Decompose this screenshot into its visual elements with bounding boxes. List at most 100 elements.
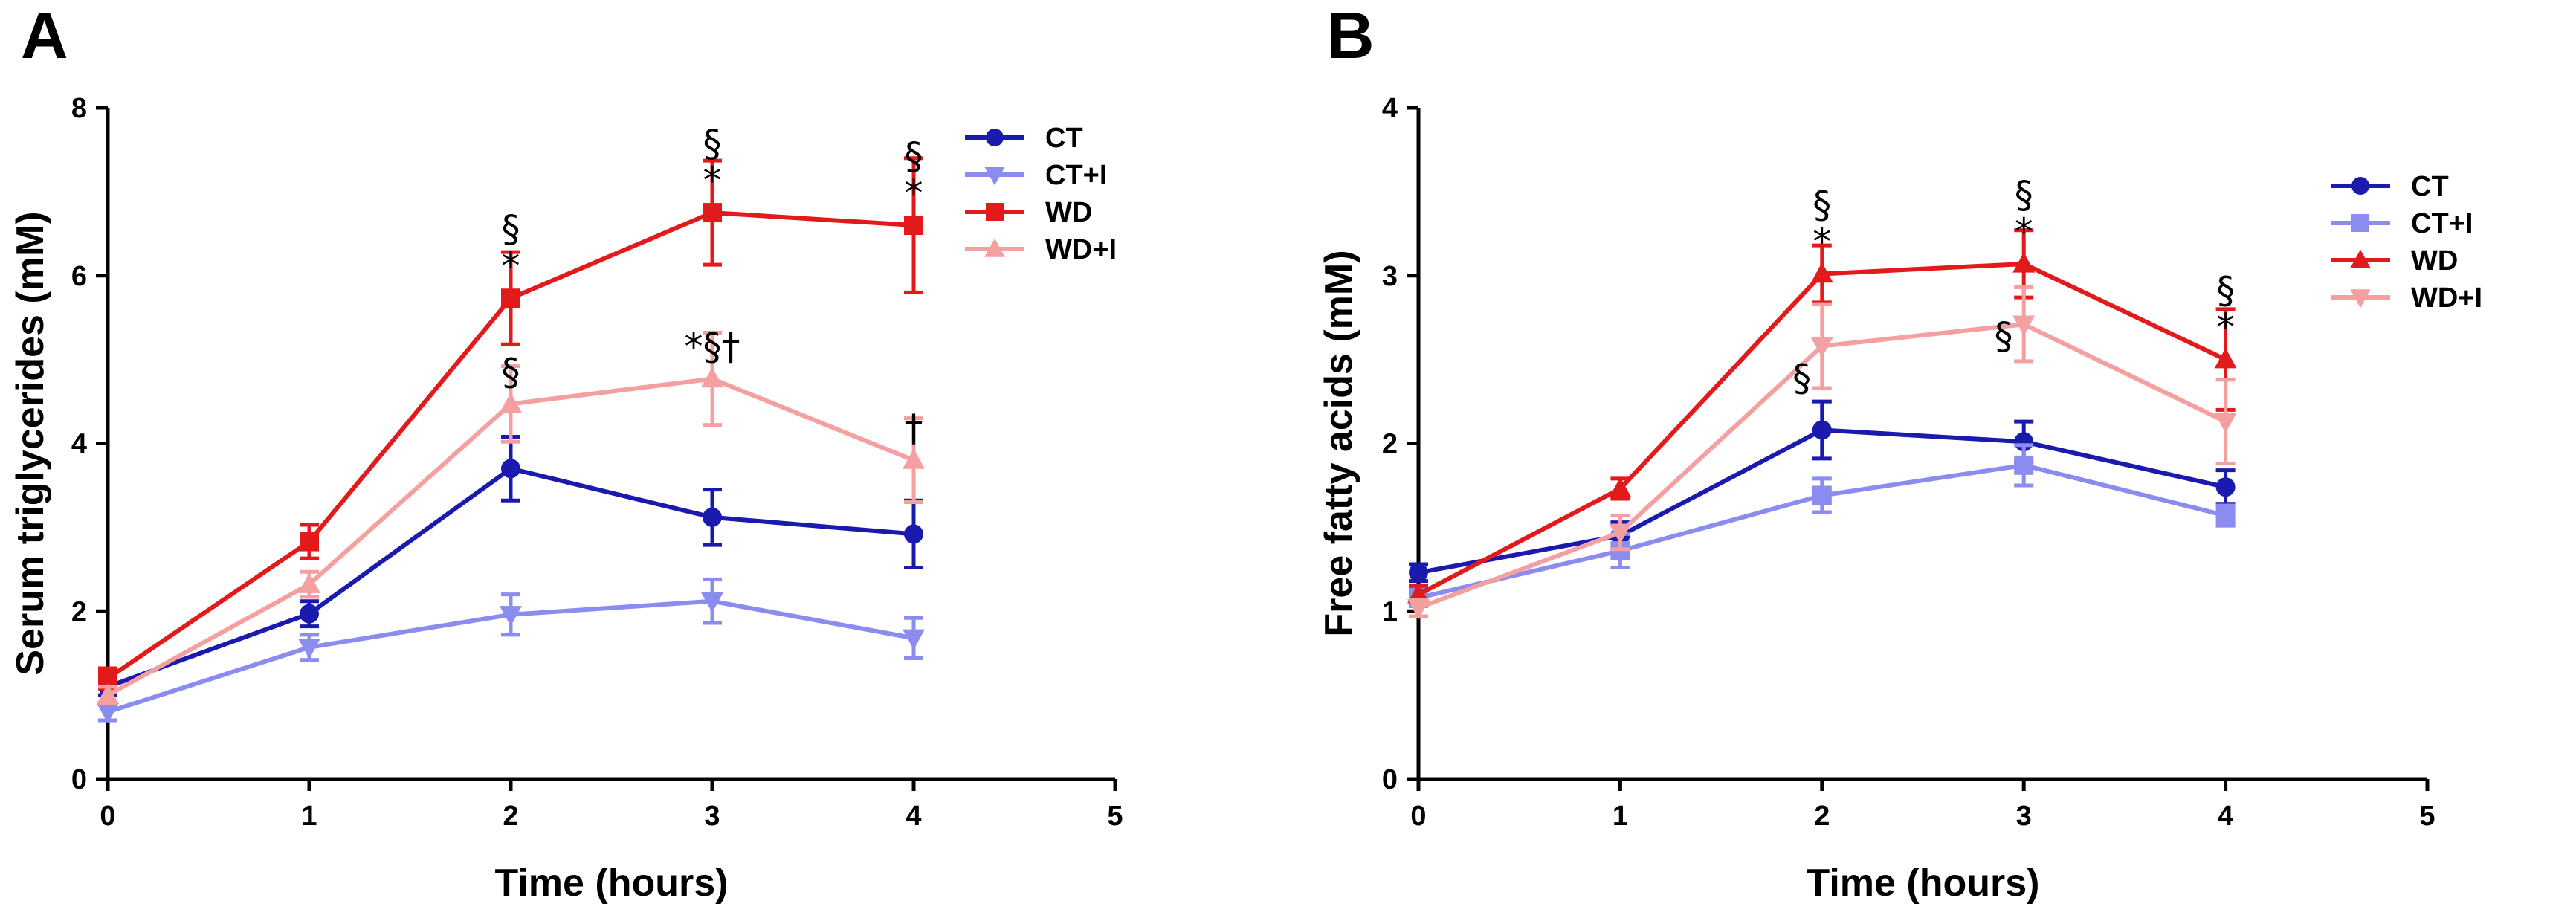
data-point [2012,252,2036,273]
y-tick-label: 2 [71,596,87,627]
significance-annotation: * [502,245,520,288]
x-tick-label: 0 [100,801,115,832]
significance-annotation: *§† [685,326,740,369]
x-axis-title: Time (hours) [495,862,729,905]
data-point [1810,337,1833,358]
series-wd-plus-i [1407,285,2237,620]
y-tick-label: 0 [71,764,87,795]
y-tick-label: 1 [1382,596,1398,627]
legend-marker [2351,214,2369,232]
data-point [703,203,722,223]
legend-marker [2351,177,2369,195]
legend-label: WD+I [1045,234,1117,265]
x-tick-label: 2 [503,801,518,832]
legend-label: WD+I [2411,282,2482,314]
data-point [97,683,119,704]
significance-annotation: * [905,172,923,215]
y-tick-label: 0 [1382,764,1398,795]
data-point [1409,563,1428,583]
y-axis-title: Serum triglycerides (mM) [9,211,52,675]
data-point [300,532,319,552]
legend-marker [2350,249,2371,268]
x-tick-label: 0 [1410,801,1426,832]
y-tick-label: 8 [71,93,87,124]
y-axis-title: Free fatty acids (mM) [1317,250,1360,636]
significance-annotation: * [2216,306,2235,349]
data-point [703,507,722,527]
series-wd [98,156,923,691]
data-point [903,448,925,469]
data-point [701,366,723,388]
significance-annotation: § [703,122,722,165]
data-point [904,524,923,544]
legend: CT CT+I WD WD+I [2331,171,2482,314]
significance-annotation: † [905,407,923,450]
data-point [1609,476,1632,498]
x-tick-label: 4 [906,801,921,832]
chart-panel-a: A 0 2 4 6 8 0 1 2 3 4 5 Time (hours) Serum triglyceri… [9,0,1123,905]
legend-label: CT [1045,123,1083,154]
x-tick-label: 5 [2419,801,2435,832]
y-tick-label: 2 [1382,429,1398,460]
significance-annotation: § [905,135,923,178]
x-tick-label: 3 [2016,801,2032,832]
x-tick-label: 5 [1107,801,1123,832]
data-point [2214,348,2237,369]
legend: CT CT+I WD WD+I [965,123,1117,265]
data-point [1812,485,1832,505]
panel-label-a: A [21,0,68,72]
significance-annotation: § [502,350,520,393]
significance-annotation: § [1812,183,1831,226]
data-point [1810,262,1833,283]
x-tick-label: 1 [1613,801,1628,832]
series-ct-plus-i [1409,443,2236,608]
series-ct [98,434,923,697]
chart-panel-b: B 0 1 2 3 4 0 1 2 3 4 5 Time (hours) Free fatty acids… [1317,0,2482,905]
y-tick-label: 6 [71,261,87,292]
data-point [904,216,923,236]
y-tick-label: 4 [1382,93,1398,124]
legend-marker [984,167,1005,186]
data-point [298,572,320,593]
data-point [298,639,320,659]
significance-annotation: § [2216,269,2235,312]
series-wd-plus-i [97,331,925,705]
significance-annotation: * [703,159,722,202]
data-point [2214,413,2237,433]
x-tick-label: 4 [2218,801,2233,832]
legend-label: WD [1045,197,1092,228]
data-point [501,459,520,479]
legend-label: CT+I [1045,160,1107,191]
x-axis-title: Time (hours) [1807,862,2040,905]
data-point [1609,523,1632,544]
series-ct-plus-i [97,577,925,724]
legend-marker [2350,289,2371,308]
legend-label: WD [2411,245,2458,277]
data-point [2012,315,2036,336]
legend-label: CT [2411,171,2449,202]
data-point [97,703,119,724]
significance-annotation: § [502,207,520,251]
data-point [701,592,723,613]
data-point [903,629,925,650]
legend-marker [984,238,1005,257]
legend-marker [986,129,1004,146]
x-tick-label: 1 [301,801,317,832]
data-point [500,392,522,413]
legend-label: CT+I [2411,208,2473,239]
data-point [300,604,319,624]
y-tick-label: 3 [1382,261,1398,292]
significance-annotation: § [2015,173,2033,216]
data-point [2215,477,2236,497]
data-point [2215,505,2236,526]
panel-label-b: B [1327,0,1375,72]
data-point [2014,455,2034,475]
legend-marker [986,203,1004,221]
significance-annotation: * [2015,210,2033,253]
data-point [1407,599,1430,620]
significance-annotation: * [1812,220,1831,263]
significance-annotation: § [1792,356,1811,399]
x-tick-label: 3 [704,801,720,832]
